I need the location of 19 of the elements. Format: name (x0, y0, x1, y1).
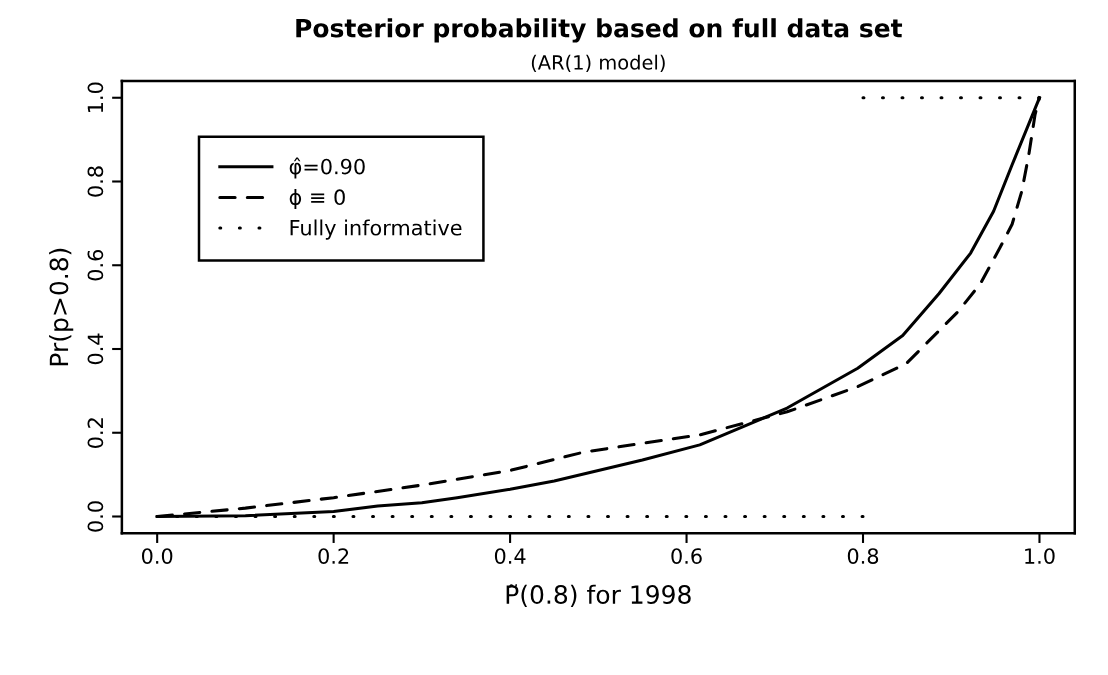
chart-title: Posterior probability based on full data set (296, 18, 903, 43)
x-axis-title: P̃(0.8) for 1998 (506, 584, 691, 607)
y-tick-label: 0.6 (87, 250, 104, 281)
x-tick-label: 0.2 (318, 548, 349, 564)
y-tick-label: 0.4 (87, 333, 104, 365)
x-tick-label: 0.6 (671, 548, 702, 564)
y-tick-label: 0.0 (87, 501, 104, 532)
legend-label: Fully informative (290, 219, 462, 240)
x-tick-label: 0.8 (847, 548, 879, 564)
x-tick-label: 0.4 (494, 548, 526, 564)
legend-label: ϕ ≡ 0 (289, 188, 345, 210)
chart-subtitle: (AR(1) model) (531, 54, 665, 73)
x-tick-label: 1.0 (1025, 548, 1055, 564)
legend-label: φ̂=0.90 (289, 157, 365, 179)
y-tick-label: 1.0 (87, 82, 104, 113)
y-axis-title: Pr(p>0.8) (49, 248, 74, 366)
y-tick-label: 0.8 (87, 166, 104, 197)
x-tick-label: 0.0 (141, 548, 173, 564)
y-tick-label: 0.2 (87, 418, 104, 448)
